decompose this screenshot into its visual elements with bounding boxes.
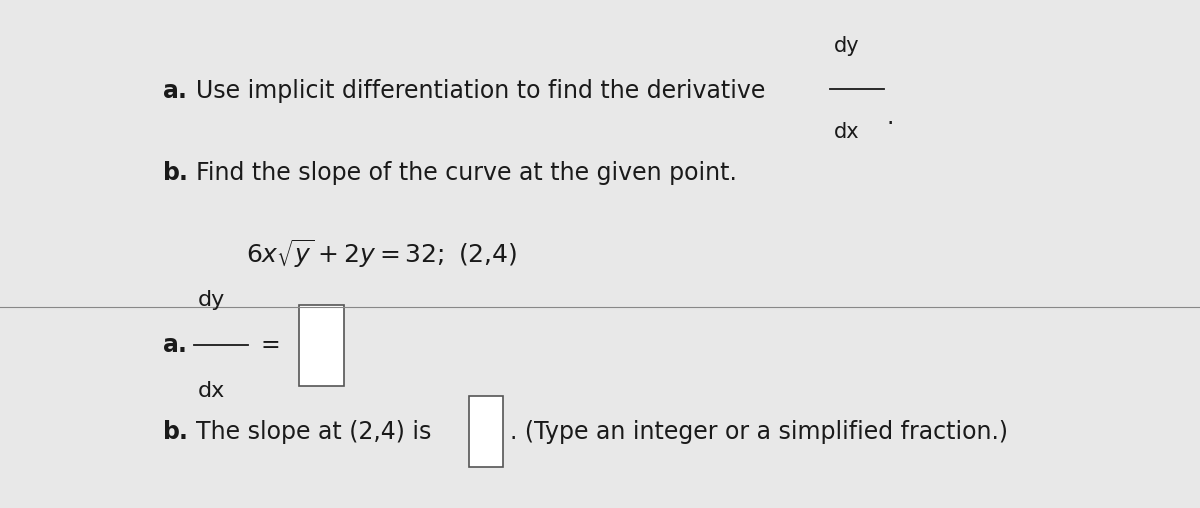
Text: . (Type an integer or a simplified fraction.): . (Type an integer or a simplified fract… bbox=[510, 420, 1008, 444]
Text: Find the slope of the curve at the given point.: Find the slope of the curve at the given… bbox=[196, 161, 737, 185]
Text: =: = bbox=[260, 333, 280, 358]
Text: The slope at (2,4) is: The slope at (2,4) is bbox=[196, 420, 431, 444]
Text: $\mathbf{a.}$: $\mathbf{a.}$ bbox=[162, 333, 186, 358]
Text: $\mathbf{a.}$: $\mathbf{a.}$ bbox=[162, 79, 186, 104]
Text: $6x\sqrt{y}+2y=32;\ (2{,}4)$: $6x\sqrt{y}+2y=32;\ (2{,}4)$ bbox=[246, 238, 517, 270]
Text: $\mathbf{b.}$: $\mathbf{b.}$ bbox=[162, 420, 187, 444]
Text: dx: dx bbox=[834, 122, 859, 142]
Text: dy: dy bbox=[198, 290, 226, 310]
Bar bbox=[299, 305, 344, 386]
Bar bbox=[469, 396, 503, 467]
Text: dy: dy bbox=[834, 36, 859, 56]
Text: Use implicit differentiation to find the derivative: Use implicit differentiation to find the… bbox=[196, 79, 764, 104]
Text: $\mathbf{b.}$: $\mathbf{b.}$ bbox=[162, 161, 187, 185]
Text: .: . bbox=[887, 105, 894, 129]
Text: dx: dx bbox=[198, 381, 226, 401]
